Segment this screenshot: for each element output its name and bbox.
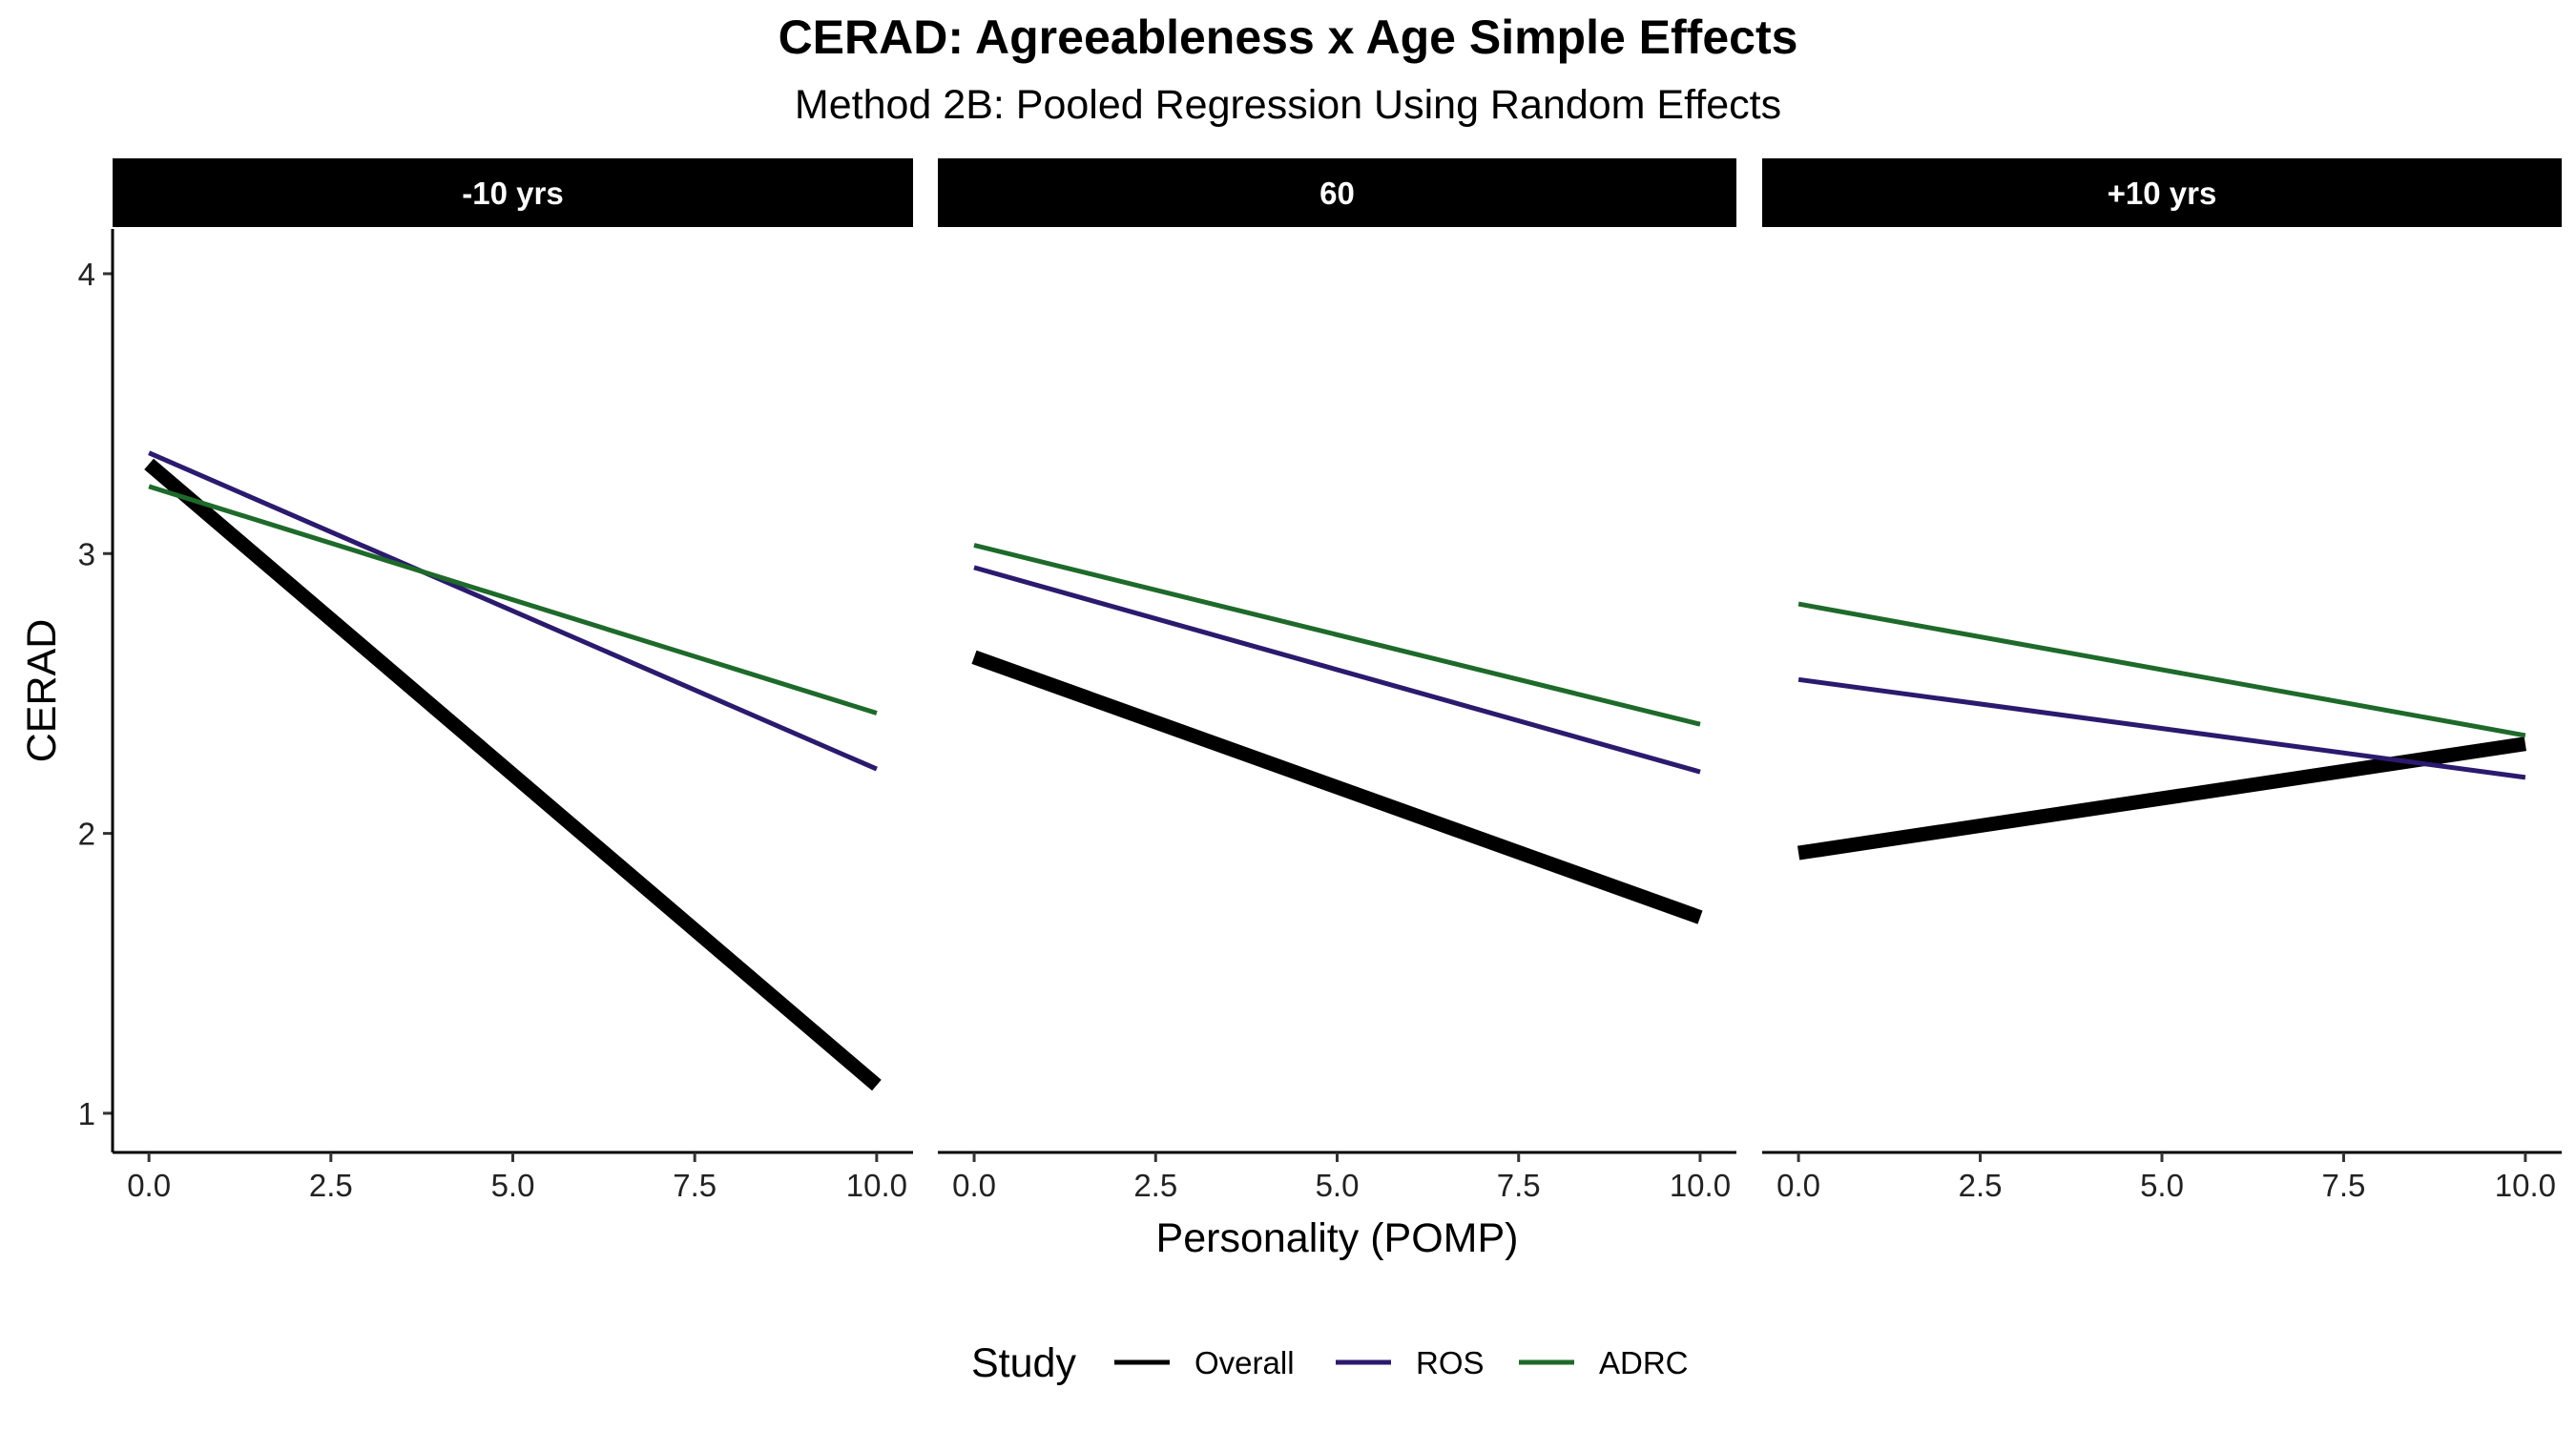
x-tick-label: 5.0 [491, 1168, 535, 1203]
x-tick-label: 5.0 [2140, 1168, 2184, 1203]
facet-strip-label: -10 yrs [462, 176, 563, 211]
series-line-ros [1797, 676, 2526, 780]
x-tick-label: 2.5 [1959, 1168, 2003, 1203]
y-tick-label: 2 [78, 817, 95, 852]
x-tick-label: 7.5 [673, 1168, 717, 1203]
y-axis-title: CERAD [19, 619, 65, 763]
facet-strip [113, 158, 913, 227]
x-tick-label: 0.0 [1776, 1168, 1820, 1203]
x-tick-label: 7.5 [2322, 1168, 2366, 1203]
series-line-adrc [973, 543, 1701, 727]
legend-title: Study [971, 1340, 1076, 1386]
x-tick-label: 2.5 [309, 1168, 353, 1203]
chart-title: CERAD: Agreeableness x Age Simple Effect… [778, 10, 1798, 64]
x-tick-label: 0.0 [952, 1168, 996, 1203]
legend-label-ros: ROS [1416, 1345, 1485, 1380]
x-tick-label: 2.5 [1133, 1168, 1177, 1203]
series-line-overall [971, 650, 1703, 924]
chart-subtitle: Method 2B: Pooled Regression Using Rando… [794, 82, 1782, 128]
y-tick-label: 1 [78, 1096, 95, 1131]
x-tick-label: 5.0 [1316, 1168, 1360, 1203]
facet-strip [938, 158, 1736, 227]
series-line-overall [1797, 736, 2527, 861]
series-line-adrc [1797, 601, 2526, 738]
y-tick-label: 4 [78, 257, 95, 292]
facet-strip-label: 60 [1319, 176, 1355, 211]
x-tick-label: 10.0 [846, 1168, 907, 1203]
series-line-ros [973, 565, 1701, 775]
series-line-overall [144, 458, 882, 1091]
x-tick-label: 7.5 [1497, 1168, 1541, 1203]
facet-strip-label: +10 yrs [2108, 176, 2217, 211]
x-axis-title: Personality (POMP) [1156, 1215, 1519, 1261]
x-tick-label: 0.0 [127, 1168, 171, 1203]
legend-label-adrc: ADRC [1599, 1345, 1689, 1380]
y-tick-label: 3 [78, 536, 95, 571]
series-line-adrc [148, 484, 878, 716]
x-tick-label: 10.0 [1670, 1168, 1731, 1203]
legend-label-overall: Overall [1195, 1345, 1295, 1380]
facet-strip [1762, 158, 2562, 227]
x-tick-label: 10.0 [2495, 1168, 2556, 1203]
series-line-ros [148, 450, 878, 772]
